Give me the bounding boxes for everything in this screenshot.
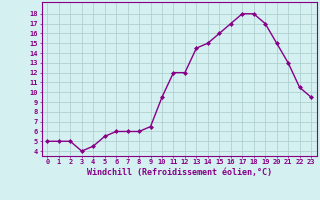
X-axis label: Windchill (Refroidissement éolien,°C): Windchill (Refroidissement éolien,°C) <box>87 168 272 177</box>
